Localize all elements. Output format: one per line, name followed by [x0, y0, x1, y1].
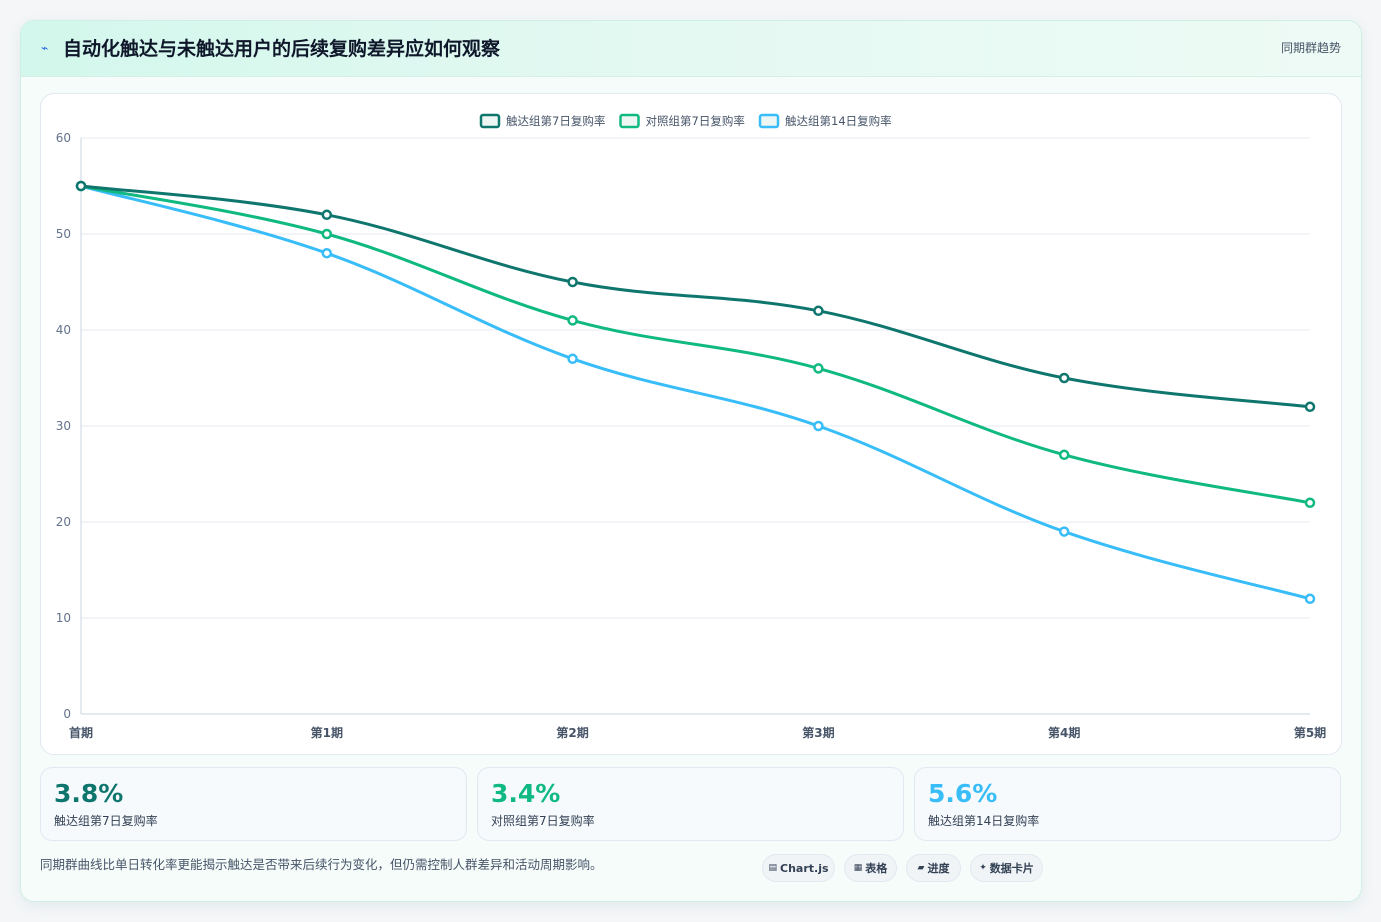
series-line [80, 184, 1311, 505]
legend-label[interactable]: 触达组第14日复购率 [785, 114, 892, 128]
legend-swatch[interactable] [619, 113, 640, 129]
x-tick-label: 第3期 [802, 725, 834, 740]
data-point[interactable] [1058, 526, 1070, 537]
pill-progress[interactable]: ▰ 进度 [906, 854, 961, 882]
data-point[interactable] [321, 209, 333, 221]
data-point[interactable] [1304, 497, 1316, 509]
stat-card-reach-7d: 3.8% 触达组第7日复购率 [40, 767, 467, 841]
series-line [80, 184, 1311, 409]
x-tick-label: 第2期 [556, 725, 588, 740]
data-point[interactable] [813, 305, 824, 317]
y-tick-label: 30 [56, 419, 71, 433]
chart-panel: 0 10 20 30 40 50 60 首期 第1期 第2期 第3期 第4期 第5期 触达组第7日复购率 对… [40, 93, 1342, 755]
data-point[interactable] [567, 353, 578, 365]
data-point[interactable] [813, 420, 824, 432]
data-point[interactable] [1058, 372, 1070, 384]
header-tag: 同期群趋势 [1280, 41, 1341, 55]
stat-label: 触达组第7日复购率 [54, 814, 158, 828]
y-tick-label: 40 [56, 323, 71, 337]
pill-chartjs[interactable]: ▤ Chart.js [762, 854, 835, 882]
pill-label: 进度 [927, 862, 950, 875]
stat-value: 5.6% [928, 779, 998, 808]
stat-card-control-7d: 3.4% 对照组第7日复购率 [477, 767, 904, 841]
y-tick-label: 20 [56, 515, 71, 529]
pill-data-card[interactable]: ✦ 数据卡片 [970, 854, 1043, 882]
stat-value: 3.4% [491, 779, 561, 808]
stat-card-reach-14d: 5.6% 触达组第14日复购率 [914, 767, 1341, 841]
data-point[interactable] [1058, 449, 1070, 461]
legend-swatch[interactable] [758, 113, 780, 129]
pill-label: Chart.js [780, 861, 829, 875]
y-tick-label: 50 [56, 227, 71, 241]
pill-label: 表格 [865, 862, 888, 875]
progress-icon: ▰ [917, 863, 925, 873]
data-point[interactable] [75, 180, 87, 192]
trend-card: ⌁ 自动化触达与未触达用户的后续复购差异应如何观察 同期群趋势 0 10 20 30 4… [20, 20, 1362, 902]
data-point[interactable] [813, 363, 824, 374]
data-point[interactable] [321, 247, 333, 259]
lightning-icon: ⌁ [41, 41, 49, 55]
table-icon: ▦ [853, 863, 863, 873]
x-tick-label: 第1期 [311, 725, 343, 740]
page-title: 自动化触达与未触达用户的后续复购差异应如何观察 [63, 38, 501, 60]
data-point[interactable] [1304, 593, 1316, 605]
x-tick-label: 第4期 [1048, 725, 1080, 740]
line-chart: 0 10 20 30 40 50 60 首期 第1期 第2期 第3期 第4期 第5期 触达组第7日复购率 对… [56, 113, 1326, 740]
footnote: 同期群曲线比单日转化率更能揭示触达是否带来后续行为变化，但仍需控制人群差异和活动… [40, 857, 603, 872]
legend-swatch[interactable] [479, 113, 501, 129]
series-line [80, 184, 1311, 601]
data-point[interactable] [567, 315, 578, 326]
data-point[interactable] [321, 228, 333, 240]
data-point[interactable] [1304, 401, 1316, 413]
x-tick-label: 首期 [69, 725, 93, 740]
chart-icon: ▤ [768, 863, 777, 873]
x-tick-label: 第5期 [1294, 725, 1326, 740]
legend-label[interactable]: 对照组第7日复购率 [646, 114, 745, 128]
sparkle-icon: ✦ [979, 863, 987, 873]
legend-label[interactable]: 触达组第7日复购率 [506, 114, 605, 128]
y-tick-label: 0 [63, 707, 71, 721]
stat-label: 对照组第7日复购率 [491, 814, 595, 828]
stat-label: 触达组第14日复购率 [928, 814, 1040, 828]
pill-table[interactable]: ▦ 表格 [844, 854, 897, 882]
stat-value: 3.8% [54, 779, 124, 808]
card-header: ⌁ 自动化触达与未触达用户的后续复购差异应如何观察 同期群趋势 [21, 21, 1361, 77]
y-tick-label: 10 [56, 611, 71, 625]
data-point[interactable] [567, 276, 578, 288]
pill-label: 数据卡片 [989, 862, 1034, 875]
y-tick-label: 60 [56, 131, 71, 145]
